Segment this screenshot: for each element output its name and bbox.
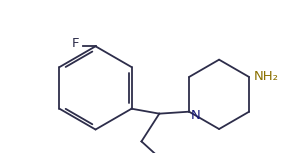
Text: NH₂: NH₂ bbox=[254, 69, 279, 83]
Text: F: F bbox=[72, 37, 80, 50]
Text: N: N bbox=[191, 109, 201, 122]
